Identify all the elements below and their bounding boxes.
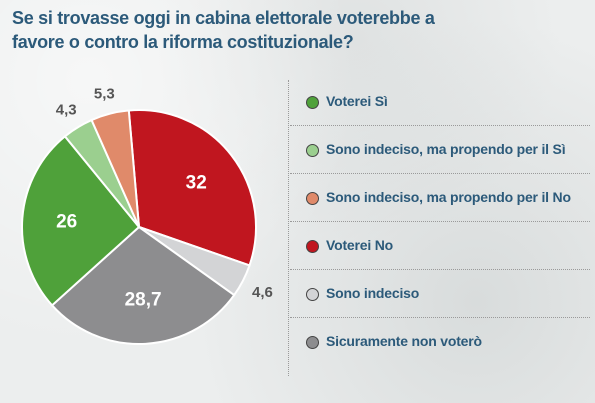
slice-value-label: 26 [56,211,77,232]
legend-swatch [306,240,319,253]
legend-swatch [306,336,319,349]
pie-slice [21,134,141,307]
legend-swatch [306,288,319,301]
legend-item: Sono indeciso, ma propendo per il Sì [290,126,590,174]
slice-value-label: 28,7 [125,289,162,310]
slice-value-label: 32 [186,172,207,193]
legend-label: Voterei No [326,237,393,253]
slice-value-label: 5,3 [94,85,115,102]
legend-label: Voterei Sì [326,93,388,109]
legend-divider [288,80,289,376]
legend-item: Sono indeciso [290,270,590,318]
pie-labels: 32 4,6 28,7 26 4,3 5,3 [56,85,273,310]
legend-swatch [306,96,319,109]
legend-item: Sicuramente non voterò [290,318,590,366]
legend-label: Sono indeciso [326,285,420,301]
pie-slice [127,109,257,267]
slice-value-label: 4,6 [252,284,273,301]
legend-label: Sicuramente non voterò [326,333,482,349]
slice-value-label: 4,3 [56,102,77,119]
legend-swatch [306,144,319,157]
legend-label: Sono indeciso, ma propendo per il Sì [326,141,566,157]
pie-slice [90,109,140,228]
pie-slices [21,109,257,345]
legend-label: Sono indeciso, ma propendo per il No [326,189,571,205]
legend-item: Voterei No [290,222,590,270]
legend-item: Voterei Sì [290,78,590,126]
legend-swatch [306,192,319,205]
legend: Voterei Sì Sono indeciso, ma propendo pe… [290,78,590,366]
legend-item: Sono indeciso, ma propendo per il No [290,174,590,222]
chart-title: Se si trovasse oggi in cabina elettorale… [12,8,435,52]
pie-slice [50,225,236,345]
